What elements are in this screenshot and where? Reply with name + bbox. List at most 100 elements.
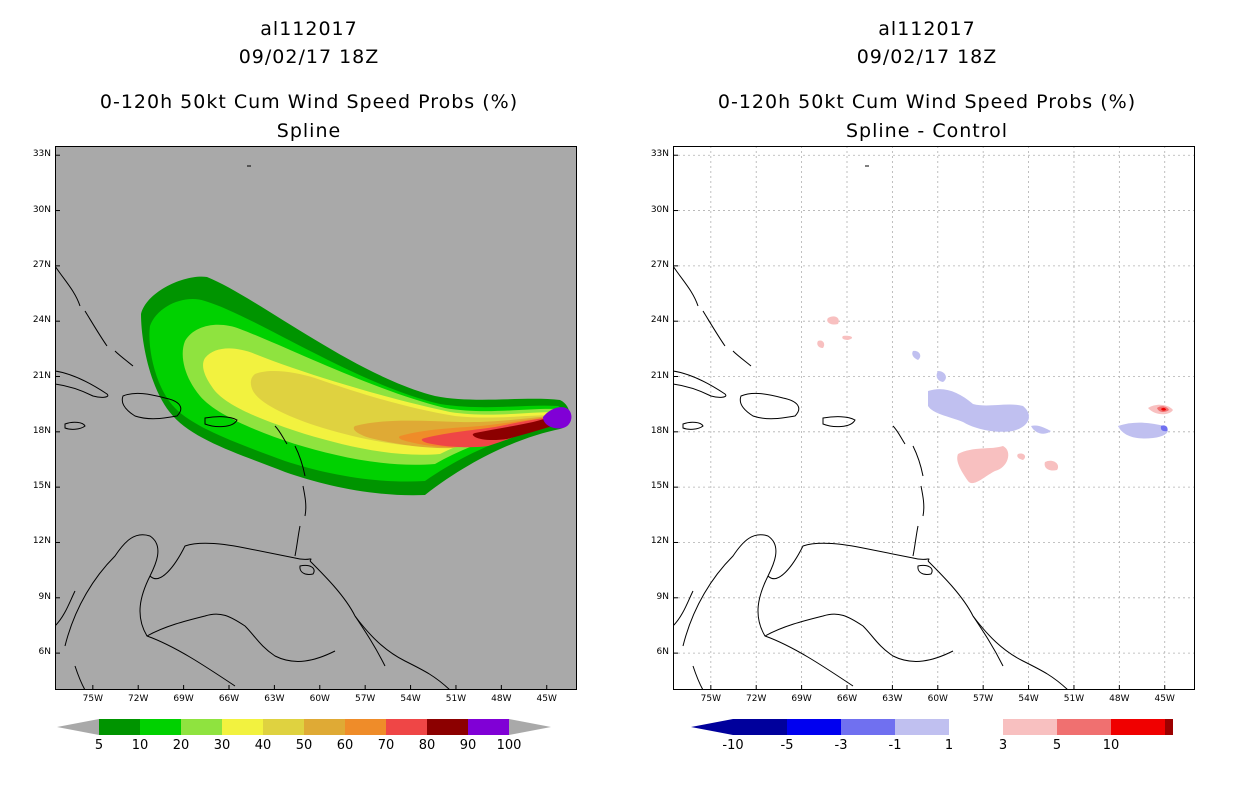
colorbar-low-arrow: [57, 719, 99, 735]
colorbar-label: 30: [213, 738, 231, 753]
probability-colorbar: [57, 719, 551, 735]
left-panel: al112017 09/02/17 18Z 0-120h 50kt Cum Wi…: [32, 18, 577, 753]
colorbar-label: -5: [780, 738, 794, 753]
lon-tick-label: 60W: [927, 694, 948, 704]
lesser-antilles: [274, 425, 307, 557]
coastlines: [55, 165, 451, 690]
lat-tick-label: 21N: [32, 370, 51, 381]
puerto-rico-coast: [204, 416, 238, 428]
lat-tick-label: 33N: [32, 149, 51, 160]
colorbar-low-arrow: [691, 719, 733, 735]
colorbar-segment: [1057, 719, 1111, 735]
colorbar-segment: [386, 719, 427, 735]
lon-tick-label: 45W: [1154, 694, 1175, 704]
lat-tick-label: 24N: [650, 315, 669, 326]
lon-tick-label: 54W: [1018, 694, 1039, 704]
interior-border: [146, 613, 386, 667]
neg-blob-1: [928, 389, 1029, 432]
pos-blob-2: [1044, 460, 1059, 471]
lon-tick-label: 66W: [218, 694, 240, 704]
lat-tick-label: 12N: [32, 536, 51, 547]
method-title: Spline - Control: [845, 120, 1009, 142]
colorbar-segment: [263, 719, 304, 735]
colorbar-segment: [949, 719, 1003, 735]
lat-tick-label: 18N: [32, 425, 51, 436]
colorbar-label: 5: [1052, 738, 1062, 753]
colorbar-label: 70: [377, 738, 395, 753]
lat-tick-label: 15N: [650, 481, 669, 492]
map-frame: [673, 146, 1195, 690]
init-time: 09/02/17 18Z: [238, 46, 380, 68]
lon-tick-label: 57W: [354, 694, 376, 704]
difference-map: [673, 146, 1195, 690]
colorbar-label: 5: [94, 738, 104, 753]
colorbar-label: 3: [998, 738, 1008, 753]
bahamas: [55, 265, 134, 367]
neg-blob-2: [1031, 425, 1051, 434]
right-panel: al112017 09/02/17 18Z 0-120h 50kt Cum Wi…: [618, 0, 1236, 800]
lat-tick-label: 21N: [650, 370, 669, 381]
neg-blob-6: [912, 350, 921, 360]
lat-tick-label: 6N: [656, 647, 669, 658]
prob-contour-90: [543, 407, 572, 429]
lat-tick-label: 9N: [656, 591, 669, 602]
difference-colorbar: [691, 719, 1173, 735]
cuba-coast: [55, 370, 109, 398]
prob-contour-80: [472, 416, 564, 441]
difference-contours: [817, 316, 1173, 484]
init-time: 09/02/17 18Z: [856, 46, 998, 68]
colorbar-segment: [1111, 719, 1165, 735]
colorbar-label: 50: [295, 738, 313, 753]
neg-blob-4: [1160, 425, 1168, 432]
method-title: Spline: [276, 120, 342, 142]
colorbar-segment: [304, 719, 345, 735]
colorbar-segment: [1003, 719, 1057, 735]
hispaniola-coast: [121, 392, 182, 420]
product-title: 0-120h 50kt Cum Wind Speed Probs (%): [717, 91, 1137, 113]
colorbar-label: 10: [131, 738, 149, 753]
lon-tick-label: 54W: [400, 694, 421, 704]
colorbar-high-arrow: [509, 719, 551, 735]
pos-blob-9: [1161, 407, 1166, 411]
lat-tick-label: 27N: [32, 259, 51, 270]
guyana-coast: [309, 560, 451, 690]
pos-blob-5: [817, 340, 825, 348]
colorbar-segment: [1165, 719, 1173, 735]
colorbar-label: -3: [834, 738, 848, 753]
colorbar-segment: [181, 719, 222, 735]
lon-tick-label: 51W: [445, 694, 467, 704]
colorbar-label: 10: [1102, 738, 1120, 753]
colorbar-label: -10: [722, 738, 744, 753]
product-title: 0-120h 50kt Cum Wind Speed Probs (%): [99, 91, 519, 113]
colorbar-label: 40: [254, 738, 272, 753]
lat-tick-label: 12N: [650, 536, 669, 547]
lon-tick-label: 75W: [700, 694, 721, 704]
lon-tick-label: 51W: [1063, 694, 1085, 704]
colorbar-label: 100: [496, 738, 522, 753]
lon-tick-label: 48W: [491, 694, 512, 704]
colorbar-label: 60: [336, 738, 354, 753]
colorbar-segment: [140, 719, 181, 735]
jamaica-coast: [64, 421, 86, 430]
pos-blob-3: [1017, 453, 1026, 460]
lat-tick-label: 9N: [38, 591, 51, 602]
colorbar-segment: [733, 719, 787, 735]
lon-tick-label: 57W: [972, 694, 994, 704]
map-background: [673, 146, 1195, 690]
lon-tick-label: 63W: [882, 694, 903, 704]
colorbar-label: -1: [888, 738, 902, 753]
lon-tick-label: 63W: [264, 694, 285, 704]
pos-blob-1: [957, 446, 1009, 484]
map-frame: [55, 146, 577, 690]
storm-id: al112017: [878, 18, 976, 40]
neg-blob-3: [1118, 422, 1168, 439]
colorbar-segment: [427, 719, 468, 735]
storm-id: al112017: [260, 18, 358, 40]
colorbar-segment: [895, 719, 949, 735]
lon-tick-label: 69W: [791, 694, 812, 704]
lon-tick-label: 48W: [1109, 694, 1130, 704]
probability-map: [55, 146, 577, 690]
lon-tick-label: 72W: [128, 694, 149, 704]
colorbar-segment: [468, 719, 509, 735]
lat-tick-label: 30N: [32, 204, 51, 215]
